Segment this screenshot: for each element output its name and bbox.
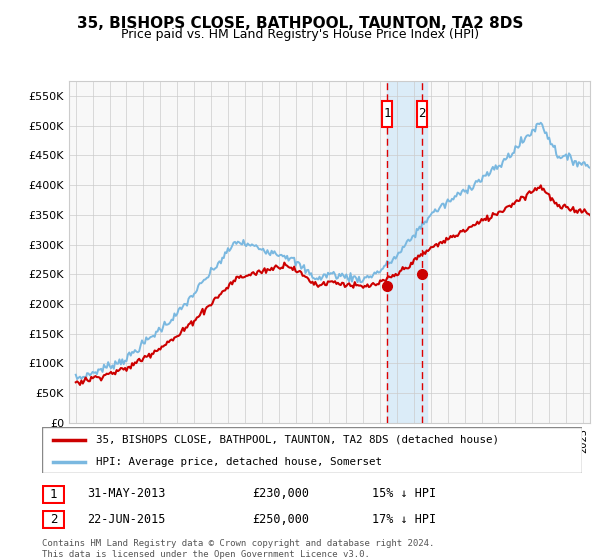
Text: Contains HM Land Registry data © Crown copyright and database right 2024.: Contains HM Land Registry data © Crown c… — [42, 539, 434, 548]
Text: 2: 2 — [418, 108, 425, 120]
Text: 22-JUN-2015: 22-JUN-2015 — [87, 512, 166, 526]
Text: 15% ↓ HPI: 15% ↓ HPI — [372, 487, 436, 501]
Text: £230,000: £230,000 — [252, 487, 309, 501]
Text: 35, BISHOPS CLOSE, BATHPOOL, TAUNTON, TA2 8DS: 35, BISHOPS CLOSE, BATHPOOL, TAUNTON, TA… — [77, 16, 523, 31]
Text: Price paid vs. HM Land Registry's House Price Index (HPI): Price paid vs. HM Land Registry's House … — [121, 28, 479, 41]
Text: 17% ↓ HPI: 17% ↓ HPI — [372, 512, 436, 526]
Text: 1: 1 — [383, 108, 391, 120]
Text: This data is licensed under the Open Government Licence v3.0.: This data is licensed under the Open Gov… — [42, 550, 370, 559]
Text: 35, BISHOPS CLOSE, BATHPOOL, TAUNTON, TA2 8DS (detached house): 35, BISHOPS CLOSE, BATHPOOL, TAUNTON, TA… — [96, 435, 499, 445]
Text: 1: 1 — [50, 488, 57, 501]
Bar — [382, 101, 392, 127]
Text: 2: 2 — [50, 513, 57, 526]
Bar — [387, 81, 427, 423]
Text: £250,000: £250,000 — [252, 512, 309, 526]
Text: 31-MAY-2013: 31-MAY-2013 — [87, 487, 166, 501]
Text: HPI: Average price, detached house, Somerset: HPI: Average price, detached house, Some… — [96, 457, 382, 466]
Bar — [417, 101, 427, 127]
